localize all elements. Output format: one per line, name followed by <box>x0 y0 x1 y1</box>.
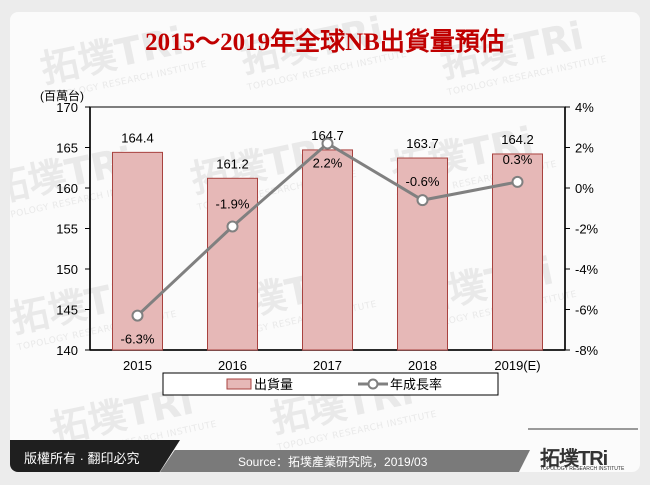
y2-tick-label: -4% <box>575 262 599 277</box>
footer-divider <box>528 428 638 430</box>
source-banner: Source：拓墣產業研究院，2019/03 <box>160 450 530 472</box>
tri-logo: 拓墣TRi TOPOLOGY RESEARCH INSTITUTE <box>540 442 630 472</box>
x-tick-label: 2018 <box>408 358 437 373</box>
y-tick-label: 170 <box>56 100 78 115</box>
y2-tick-label: 0% <box>575 181 594 196</box>
legend-bar-swatch <box>226 378 252 390</box>
y-tick-label: 155 <box>56 222 78 237</box>
growth-marker <box>131 309 144 322</box>
bar-value-label: 164.7 <box>311 128 344 143</box>
bar-2017 <box>302 149 353 351</box>
y2-tick-label: -2% <box>575 222 599 237</box>
y-tick-label: 140 <box>56 343 78 358</box>
y-axis-unit-label: (百萬台) <box>40 89 84 103</box>
y-tick-label: 145 <box>56 303 78 318</box>
bar-2016 <box>207 177 258 351</box>
x-tick-label: 2017 <box>313 358 342 373</box>
y-tick-label: 150 <box>56 262 78 277</box>
copyright-text: 版權所有 · 翻印必究 <box>24 451 140 466</box>
bar-value-label: 161.2 <box>216 156 249 171</box>
growth-value-label: 0.3% <box>503 152 533 167</box>
growth-value-label: -6.3% <box>121 332 155 347</box>
growth-value-label: -0.6% <box>406 174 440 189</box>
source-text: Source：拓墣產業研究院，2019/03 <box>238 455 428 469</box>
x-tick-label: 2019(E) <box>494 358 540 373</box>
copyright-banner: 版權所有 · 翻印必究 <box>10 440 180 472</box>
bar-value-label: 164.2 <box>501 132 534 147</box>
y2-tick-label: 4% <box>575 100 594 115</box>
x-tick-label: 2016 <box>218 358 247 373</box>
x-tick-label: 2015 <box>123 358 152 373</box>
growth-marker <box>226 220 239 233</box>
y-tick-label: 165 <box>56 141 78 156</box>
growth-value-label: 2.2% <box>313 155 343 170</box>
y-tick-label: 160 <box>56 181 78 196</box>
bar-value-label: 163.7 <box>406 136 439 151</box>
growth-marker <box>321 137 334 150</box>
growth-marker <box>416 194 429 207</box>
logo-text: 拓墣TRi <box>540 448 608 470</box>
growth-marker <box>511 175 524 188</box>
y2-tick-label: 2% <box>575 141 594 156</box>
growth-value-label: -1.9% <box>216 196 250 211</box>
bar-2015 <box>112 151 163 351</box>
y2-tick-label: -8% <box>575 343 599 358</box>
legend-line-label: 年成長率 <box>390 377 442 392</box>
logo-subtitle: TOPOLOGY RESEARCH INSTITUTE <box>540 466 625 472</box>
legend-bar-label: 出貨量 <box>254 377 293 392</box>
legend <box>162 372 499 396</box>
chart-title: 2015～2019年全球NB出貨量預估 <box>145 29 505 56</box>
bar-value-label: 164.4 <box>121 130 154 145</box>
y2-tick-label: -6% <box>575 303 599 318</box>
